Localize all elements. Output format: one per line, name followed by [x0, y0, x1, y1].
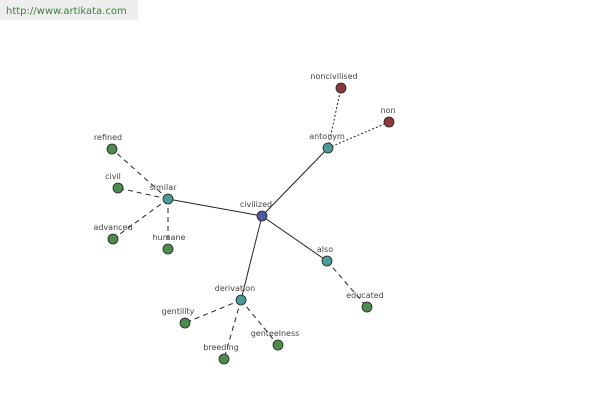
edge — [326, 260, 368, 308]
node-label: non — [380, 106, 395, 115]
site-url[interactable]: http://www.artikata.com — [6, 6, 127, 17]
node-label: genteelness — [251, 329, 300, 338]
node-label: refined — [94, 133, 122, 142]
node — [179, 317, 191, 329]
node — [235, 294, 247, 306]
edge — [167, 198, 263, 217]
edge — [240, 299, 279, 346]
node-label: similar — [150, 183, 178, 192]
node — [106, 143, 118, 155]
node — [256, 210, 268, 222]
node — [112, 182, 124, 194]
edge — [223, 299, 242, 360]
node-label: civilized — [240, 200, 272, 209]
edge — [261, 147, 329, 217]
node — [107, 233, 119, 245]
node-label: breeding — [203, 343, 238, 352]
node-label: advanced — [93, 223, 132, 232]
node — [218, 353, 230, 365]
edge — [261, 215, 328, 262]
node — [383, 116, 395, 128]
node — [335, 82, 347, 94]
edge — [184, 299, 242, 324]
edge — [327, 121, 390, 149]
node-label: antonym — [309, 132, 345, 141]
edge — [240, 215, 263, 301]
header-box — [0, 0, 138, 20]
edge — [112, 198, 169, 240]
node-label: also — [317, 245, 333, 254]
node — [162, 193, 174, 205]
node-label: educated — [346, 291, 384, 300]
node-label: humane — [153, 233, 186, 242]
node — [321, 255, 333, 267]
node — [162, 243, 174, 255]
nodes: civilized similar antonym also derivation non… — [93, 72, 396, 365]
node-label: noncivilised — [310, 72, 357, 81]
node-label: gentility — [162, 307, 195, 316]
edges — [111, 87, 390, 360]
node-label: derivation — [215, 284, 255, 293]
node-label: civil — [105, 172, 121, 181]
node — [322, 142, 334, 154]
node — [361, 301, 373, 313]
node — [272, 339, 284, 351]
edge — [111, 148, 169, 200]
